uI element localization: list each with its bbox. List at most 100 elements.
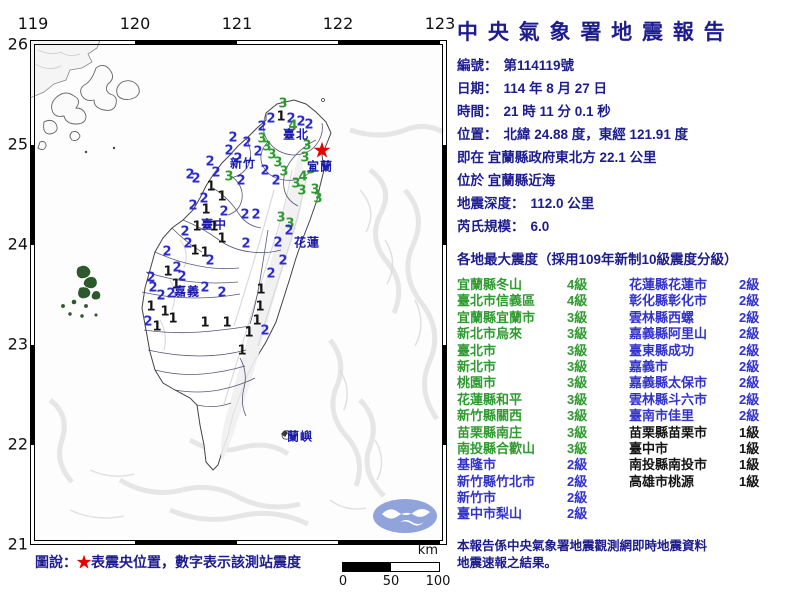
intensity-marker: 2 bbox=[266, 111, 276, 127]
station-name: 南投縣南投市 bbox=[629, 457, 708, 473]
station-row: 新北市烏來 3級 bbox=[457, 326, 629, 342]
intensity-marker: 1 bbox=[276, 109, 286, 125]
cwa-logo bbox=[373, 499, 437, 533]
intensity-marker: 2 bbox=[233, 151, 243, 167]
field-value: 21 時 11 分 0.1 秒 bbox=[503, 104, 611, 119]
intensity-marker: 1 bbox=[146, 299, 156, 315]
intensity-marker: 4 bbox=[288, 118, 298, 134]
intensity-marker: 2 bbox=[251, 207, 261, 223]
field-value: 6.0 bbox=[530, 219, 550, 234]
station-name: 嘉義市 bbox=[629, 358, 669, 374]
penghu-islands bbox=[61, 265, 101, 318]
station-name: 花蓮縣和平 bbox=[457, 391, 523, 407]
station-intensity: 1級 bbox=[739, 440, 760, 456]
legend-star-icon: ★ bbox=[77, 554, 91, 570]
station-name: 新竹縣關西 bbox=[457, 408, 523, 424]
intensity-marker: 2 bbox=[273, 235, 283, 251]
lon-tick-label: 119 bbox=[17, 14, 49, 33]
intensity-marker: 1 bbox=[237, 343, 247, 359]
field-value: 114 年 8 月 27 日 bbox=[503, 81, 608, 96]
intensity-marker: 1 bbox=[252, 313, 262, 329]
intensity-marker: 3 bbox=[310, 182, 320, 198]
intensity-marker: 2 bbox=[200, 280, 210, 296]
intensity-marker: 2 bbox=[199, 191, 209, 207]
station-intensity: 3級 bbox=[567, 309, 588, 325]
station-row: 臺南市佳里 2級 bbox=[629, 408, 797, 424]
map-city-label: 宜蘭 bbox=[306, 159, 334, 174]
offshore-islets bbox=[281, 98, 325, 440]
station-intensity: 3級 bbox=[567, 375, 588, 391]
intensity-marker: 2 bbox=[236, 173, 246, 189]
sea-relief-texture bbox=[48, 124, 445, 527]
station-intensity: 1級 bbox=[739, 473, 760, 489]
intensity-marker: 2 bbox=[257, 119, 267, 135]
intensity-marker: 3 bbox=[300, 150, 310, 166]
intensity-marker: 3 bbox=[297, 183, 307, 199]
station-intensity: 3級 bbox=[567, 342, 588, 358]
intensity-marker: 2 bbox=[253, 144, 263, 160]
intensity-heading: 各地最大震度（採用109年新制10級震度分級） bbox=[457, 252, 738, 267]
station-name: 臺東縣成功 bbox=[629, 342, 695, 358]
station-row: 宜蘭縣宜蘭市 3級 bbox=[457, 310, 629, 326]
intensity-marker: 1 bbox=[200, 245, 210, 261]
station-name: 基隆市 bbox=[457, 457, 497, 473]
station-intensity: 3級 bbox=[567, 408, 588, 424]
station-intensity: 2級 bbox=[739, 391, 760, 407]
intensity-marker: 2 bbox=[177, 269, 187, 285]
intensity-marker: 2 bbox=[266, 266, 276, 282]
station-name: 臺北市 bbox=[457, 342, 497, 358]
intensity-marker: 2 bbox=[217, 285, 227, 301]
intensity-marker: 2 bbox=[240, 207, 250, 223]
station-name: 苗栗縣南庄 bbox=[457, 424, 523, 440]
field-value: 位於 宜蘭縣近海 bbox=[457, 173, 556, 188]
intensity-marker: 2 bbox=[296, 114, 306, 130]
intensity-marker: 1 bbox=[171, 277, 181, 293]
intensity-marker: 2 bbox=[143, 314, 153, 330]
station-row: 嘉義市 2級 bbox=[629, 359, 797, 375]
scale-label-100: 100 bbox=[425, 574, 451, 589]
intensity-marker: 1 bbox=[160, 304, 170, 320]
station-name: 彰化縣彰化市 bbox=[629, 293, 708, 309]
station-row: 雲林縣斗六市 2級 bbox=[629, 392, 797, 408]
station-name: 新竹市 bbox=[457, 490, 497, 506]
station-row: 苗栗縣南庄 3級 bbox=[457, 425, 629, 441]
station-intensity: 1級 bbox=[739, 424, 760, 440]
station-intensity: 3級 bbox=[567, 391, 588, 407]
station-column-left: 宜蘭縣冬山 4級 臺北市信義區 4級 宜蘭縣宜蘭市 3級 新北市烏來 3級 臺北市 3級 新北市 3級… bbox=[457, 277, 629, 523]
intensity-marker: 2 bbox=[228, 130, 238, 146]
intensity-marker: 1 bbox=[256, 282, 266, 298]
report-field-line: 編號： 第114119號 bbox=[457, 54, 797, 77]
intensity-marker: 2 bbox=[286, 111, 296, 127]
station-row: 臺東縣成功 2級 bbox=[629, 343, 797, 359]
intensity-marker: 1 bbox=[255, 299, 265, 315]
sea-relief-lines bbox=[69, 189, 422, 519]
report-field-line: 時間： 21 時 11 分 0.1 秒 bbox=[457, 100, 797, 123]
field-label: 編號： bbox=[457, 58, 498, 73]
station-intensity: 3級 bbox=[567, 358, 588, 374]
field-value: 北緯 24.88 度，東經 121.91 度 bbox=[503, 127, 689, 142]
station-intensity: 2級 bbox=[739, 309, 760, 325]
station-row: 花蓮縣和平 3級 bbox=[457, 392, 629, 408]
field-label: 日期： bbox=[457, 81, 498, 96]
station-row: 雲林縣西螺 2級 bbox=[629, 310, 797, 326]
lat-tick-label: 24 bbox=[7, 234, 28, 254]
lat-tick-label: 21 bbox=[7, 534, 28, 554]
station-name: 宜蘭縣宜蘭市 bbox=[457, 309, 536, 325]
intensity-marker: 3 bbox=[302, 138, 312, 154]
intensity-marker: 1 bbox=[168, 311, 178, 327]
mainland-coast bbox=[30, 40, 140, 154]
legend-text: 表震央位置，數字表示該測站震度 bbox=[91, 554, 301, 570]
field-label: 芮氏規模： bbox=[457, 219, 525, 234]
station-intensity: 2級 bbox=[739, 342, 760, 358]
intensity-marker: 1 bbox=[222, 315, 232, 331]
station-row: 臺中市梨山 2級 bbox=[457, 506, 629, 522]
intensity-marker: 2 bbox=[278, 253, 288, 269]
station-name: 苗栗縣苗栗市 bbox=[629, 424, 708, 440]
station-intensity: 3級 bbox=[567, 326, 588, 342]
intensity-marker: 2 bbox=[166, 286, 176, 302]
intensity-marker: 2 bbox=[162, 244, 172, 260]
intensity-marker: 2 bbox=[205, 253, 215, 269]
station-row: 新竹縣關西 3級 bbox=[457, 408, 629, 424]
